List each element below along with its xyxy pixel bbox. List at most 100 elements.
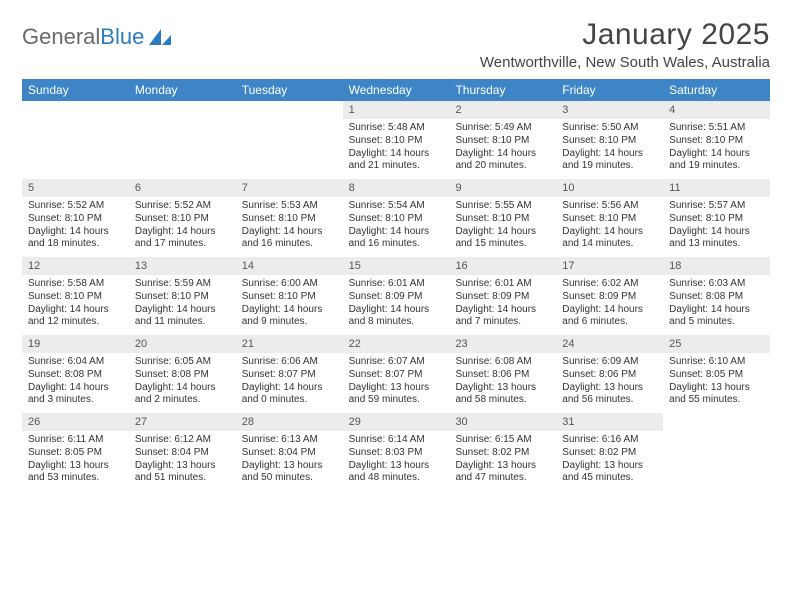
sunset-line: Sunset: 8:10 PM bbox=[669, 213, 764, 226]
sunset-line: Sunset: 8:10 PM bbox=[28, 291, 123, 304]
day-number: 19 bbox=[22, 335, 129, 353]
sunrise-line: Sunrise: 5:52 AM bbox=[135, 200, 230, 213]
day-number: 5 bbox=[22, 179, 129, 197]
day-cell: 18Sunrise: 6:03 AMSunset: 8:08 PMDayligh… bbox=[663, 257, 770, 335]
sunset-line: Sunset: 8:03 PM bbox=[349, 447, 444, 460]
daylight-line: Daylight: 14 hours and 8 minutes. bbox=[349, 304, 444, 330]
day-number: 15 bbox=[343, 257, 450, 275]
day-cell: 9Sunrise: 5:55 AMSunset: 8:10 PMDaylight… bbox=[449, 179, 556, 257]
day-body: Sunrise: 5:55 AMSunset: 8:10 PMDaylight:… bbox=[449, 197, 556, 255]
sunset-line: Sunset: 8:09 PM bbox=[562, 291, 657, 304]
day-cell bbox=[129, 101, 236, 179]
day-number: 29 bbox=[343, 413, 450, 431]
sunset-line: Sunset: 8:10 PM bbox=[562, 213, 657, 226]
sunset-line: Sunset: 8:10 PM bbox=[135, 291, 230, 304]
daylight-line: Daylight: 14 hours and 3 minutes. bbox=[28, 382, 123, 408]
brand-logo: GeneralBlue bbox=[22, 18, 173, 50]
sunrise-line: Sunrise: 5:51 AM bbox=[669, 122, 764, 135]
daylight-line: Daylight: 14 hours and 12 minutes. bbox=[28, 304, 123, 330]
sunrise-line: Sunrise: 6:11 AM bbox=[28, 434, 123, 447]
calendar: SundayMondayTuesdayWednesdayThursdayFrid… bbox=[22, 79, 770, 491]
day-cell: 26Sunrise: 6:11 AMSunset: 8:05 PMDayligh… bbox=[22, 413, 129, 491]
day-number: 14 bbox=[236, 257, 343, 275]
daylight-line: Daylight: 14 hours and 2 minutes. bbox=[135, 382, 230, 408]
daylight-line: Daylight: 14 hours and 6 minutes. bbox=[562, 304, 657, 330]
day-cell: 17Sunrise: 6:02 AMSunset: 8:09 PMDayligh… bbox=[556, 257, 663, 335]
day-number: 11 bbox=[663, 179, 770, 197]
day-cell: 11Sunrise: 5:57 AMSunset: 8:10 PMDayligh… bbox=[663, 179, 770, 257]
sunset-line: Sunset: 8:09 PM bbox=[455, 291, 550, 304]
day-body: Sunrise: 6:01 AMSunset: 8:09 PMDaylight:… bbox=[343, 275, 450, 333]
day-cell: 12Sunrise: 5:58 AMSunset: 8:10 PMDayligh… bbox=[22, 257, 129, 335]
day-body: Sunrise: 6:03 AMSunset: 8:08 PMDaylight:… bbox=[663, 275, 770, 333]
sunset-line: Sunset: 8:10 PM bbox=[455, 135, 550, 148]
day-number: 1 bbox=[343, 101, 450, 119]
day-body: Sunrise: 6:12 AMSunset: 8:04 PMDaylight:… bbox=[129, 431, 236, 489]
day-body: Sunrise: 5:51 AMSunset: 8:10 PMDaylight:… bbox=[663, 119, 770, 177]
sunset-line: Sunset: 8:04 PM bbox=[242, 447, 337, 460]
day-body: Sunrise: 5:50 AMSunset: 8:10 PMDaylight:… bbox=[556, 119, 663, 177]
sunset-line: Sunset: 8:10 PM bbox=[349, 213, 444, 226]
daylight-line: Daylight: 13 hours and 53 minutes. bbox=[28, 460, 123, 486]
daylight-line: Daylight: 13 hours and 58 minutes. bbox=[455, 382, 550, 408]
day-cell: 1Sunrise: 5:48 AMSunset: 8:10 PMDaylight… bbox=[343, 101, 450, 179]
day-number: 17 bbox=[556, 257, 663, 275]
daylight-line: Daylight: 14 hours and 5 minutes. bbox=[669, 304, 764, 330]
day-cell: 23Sunrise: 6:08 AMSunset: 8:06 PMDayligh… bbox=[449, 335, 556, 413]
sunrise-line: Sunrise: 5:52 AM bbox=[28, 200, 123, 213]
daylight-line: Daylight: 14 hours and 20 minutes. bbox=[455, 148, 550, 174]
day-cell: 31Sunrise: 6:16 AMSunset: 8:02 PMDayligh… bbox=[556, 413, 663, 491]
day-number: 27 bbox=[129, 413, 236, 431]
sunrise-line: Sunrise: 6:00 AM bbox=[242, 278, 337, 291]
sunrise-line: Sunrise: 6:08 AM bbox=[455, 356, 550, 369]
day-cell: 8Sunrise: 5:54 AMSunset: 8:10 PMDaylight… bbox=[343, 179, 450, 257]
day-body: Sunrise: 5:52 AMSunset: 8:10 PMDaylight:… bbox=[22, 197, 129, 255]
sunrise-line: Sunrise: 6:16 AM bbox=[562, 434, 657, 447]
header: GeneralBlue January 2025 Wentworthville,… bbox=[22, 18, 770, 71]
sunrise-line: Sunrise: 5:50 AM bbox=[562, 122, 657, 135]
sunrise-line: Sunrise: 5:53 AM bbox=[242, 200, 337, 213]
sunrise-line: Sunrise: 6:01 AM bbox=[349, 278, 444, 291]
sunrise-line: Sunrise: 5:59 AM bbox=[135, 278, 230, 291]
day-number: 16 bbox=[449, 257, 556, 275]
sunset-line: Sunset: 8:10 PM bbox=[349, 135, 444, 148]
day-cell: 27Sunrise: 6:12 AMSunset: 8:04 PMDayligh… bbox=[129, 413, 236, 491]
daylight-line: Daylight: 14 hours and 19 minutes. bbox=[669, 148, 764, 174]
day-body: Sunrise: 6:13 AMSunset: 8:04 PMDaylight:… bbox=[236, 431, 343, 489]
daylight-line: Daylight: 13 hours and 59 minutes. bbox=[349, 382, 444, 408]
day-cell: 3Sunrise: 5:50 AMSunset: 8:10 PMDaylight… bbox=[556, 101, 663, 179]
sunset-line: Sunset: 8:08 PM bbox=[28, 369, 123, 382]
daylight-line: Daylight: 13 hours and 55 minutes. bbox=[669, 382, 764, 408]
sunset-line: Sunset: 8:10 PM bbox=[242, 291, 337, 304]
dow-label: Saturday bbox=[663, 79, 770, 101]
day-number: 3 bbox=[556, 101, 663, 119]
day-cell: 2Sunrise: 5:49 AMSunset: 8:10 PMDaylight… bbox=[449, 101, 556, 179]
day-body: Sunrise: 5:48 AMSunset: 8:10 PMDaylight:… bbox=[343, 119, 450, 177]
day-body: Sunrise: 6:10 AMSunset: 8:05 PMDaylight:… bbox=[663, 353, 770, 411]
day-cell: 10Sunrise: 5:56 AMSunset: 8:10 PMDayligh… bbox=[556, 179, 663, 257]
day-body: Sunrise: 6:04 AMSunset: 8:08 PMDaylight:… bbox=[22, 353, 129, 411]
month-title: January 2025 bbox=[480, 18, 770, 52]
sunrise-line: Sunrise: 6:15 AM bbox=[455, 434, 550, 447]
dow-label: Wednesday bbox=[343, 79, 450, 101]
day-number: 31 bbox=[556, 413, 663, 431]
day-number: 20 bbox=[129, 335, 236, 353]
sunrise-line: Sunrise: 6:04 AM bbox=[28, 356, 123, 369]
sunrise-line: Sunrise: 6:03 AM bbox=[669, 278, 764, 291]
dow-label: Thursday bbox=[449, 79, 556, 101]
day-cell: 5Sunrise: 5:52 AMSunset: 8:10 PMDaylight… bbox=[22, 179, 129, 257]
day-number: 4 bbox=[663, 101, 770, 119]
sunset-line: Sunset: 8:02 PM bbox=[562, 447, 657, 460]
daylight-line: Daylight: 14 hours and 11 minutes. bbox=[135, 304, 230, 330]
day-number: 7 bbox=[236, 179, 343, 197]
day-body: Sunrise: 5:52 AMSunset: 8:10 PMDaylight:… bbox=[129, 197, 236, 255]
day-body: Sunrise: 6:15 AMSunset: 8:02 PMDaylight:… bbox=[449, 431, 556, 489]
weeks-container: 1Sunrise: 5:48 AMSunset: 8:10 PMDaylight… bbox=[22, 101, 770, 491]
daylight-line: Daylight: 14 hours and 14 minutes. bbox=[562, 226, 657, 252]
day-number: 10 bbox=[556, 179, 663, 197]
dow-label: Monday bbox=[129, 79, 236, 101]
day-cell: 20Sunrise: 6:05 AMSunset: 8:08 PMDayligh… bbox=[129, 335, 236, 413]
sunset-line: Sunset: 8:07 PM bbox=[242, 369, 337, 382]
day-cell bbox=[663, 413, 770, 491]
sunrise-line: Sunrise: 6:06 AM bbox=[242, 356, 337, 369]
